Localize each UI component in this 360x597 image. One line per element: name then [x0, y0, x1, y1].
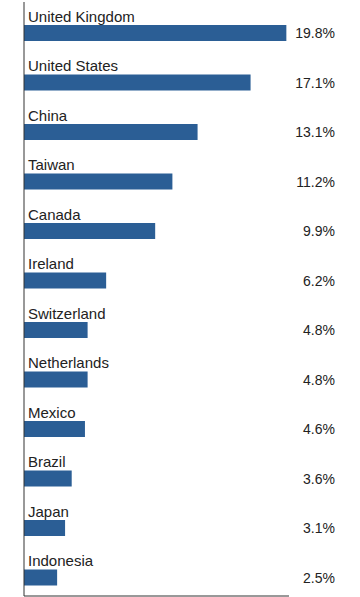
svg-text:United States: United States	[28, 57, 118, 74]
svg-text:Netherlands: Netherlands	[28, 354, 109, 371]
svg-text:2.5%: 2.5%	[303, 570, 335, 586]
svg-text:11.2%: 11.2%	[296, 174, 335, 190]
svg-text:Indonesia: Indonesia	[28, 552, 94, 569]
svg-text:3.6%: 3.6%	[303, 471, 335, 487]
svg-text:Taiwan: Taiwan	[28, 156, 75, 173]
svg-text:4.6%: 4.6%	[303, 421, 335, 437]
svg-text:9.9%: 9.9%	[303, 223, 335, 239]
svg-text:13.1%: 13.1%	[295, 124, 335, 140]
svg-text:6.2%: 6.2%	[303, 273, 335, 289]
svg-text:4.8%: 4.8%	[303, 322, 335, 338]
svg-text:Ireland: Ireland	[28, 255, 74, 272]
svg-text:Mexico: Mexico	[28, 404, 76, 421]
svg-text:Brazil: Brazil	[28, 453, 66, 470]
svg-text:China: China	[28, 107, 68, 124]
svg-text:3.1%: 3.1%	[303, 520, 335, 536]
svg-text:Switzerland: Switzerland	[28, 305, 106, 322]
svg-text:17.1%: 17.1%	[295, 75, 335, 91]
svg-text:19.8%: 19.8%	[295, 25, 335, 41]
svg-text:4.8%: 4.8%	[303, 372, 335, 388]
svg-text:United Kingdom: United Kingdom	[28, 8, 135, 25]
svg-text:Canada: Canada	[28, 206, 81, 223]
svg-text:Japan: Japan	[28, 503, 69, 520]
